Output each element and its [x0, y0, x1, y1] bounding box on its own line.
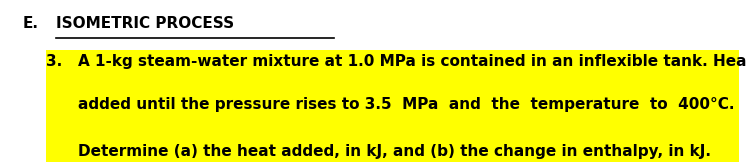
Text: 3.: 3.	[46, 54, 63, 69]
Text: ISOMETRIC PROCESS: ISOMETRIC PROCESS	[56, 16, 234, 32]
Text: Determine (a) the heat added, in kJ, and (b) the change in enthalpy, in kJ.: Determine (a) the heat added, in kJ, and…	[78, 144, 712, 159]
Text: E.: E.	[22, 16, 38, 32]
Text: A 1-kg steam-water mixture at 1.0 MPa is contained in an inflexible tank. Heat i: A 1-kg steam-water mixture at 1.0 MPa is…	[78, 54, 746, 69]
FancyBboxPatch shape	[46, 50, 739, 162]
Text: added until the pressure rises to 3.5  MPa  and  the  temperature  to  400°C.: added until the pressure rises to 3.5 MP…	[78, 97, 735, 112]
